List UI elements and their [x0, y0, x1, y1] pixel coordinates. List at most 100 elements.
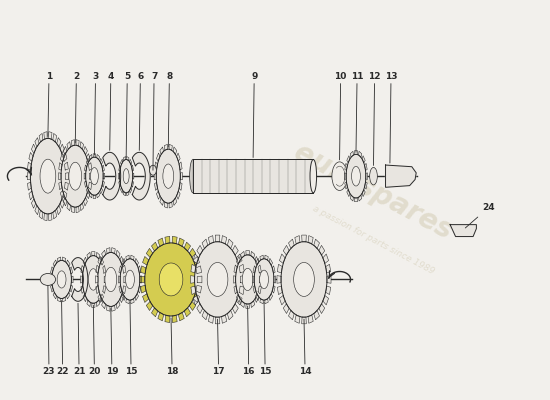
- Text: 15: 15: [259, 302, 271, 376]
- Polygon shape: [131, 259, 132, 262]
- Text: 3: 3: [92, 72, 98, 155]
- Polygon shape: [53, 134, 57, 142]
- Polygon shape: [70, 270, 71, 274]
- Polygon shape: [269, 294, 273, 300]
- Polygon shape: [136, 263, 137, 267]
- Polygon shape: [101, 260, 102, 265]
- Polygon shape: [353, 155, 354, 158]
- Polygon shape: [154, 172, 156, 180]
- Polygon shape: [67, 142, 70, 149]
- Polygon shape: [227, 239, 233, 248]
- Polygon shape: [107, 305, 110, 311]
- Ellipse shape: [163, 164, 174, 188]
- Polygon shape: [172, 315, 177, 322]
- Polygon shape: [164, 144, 168, 150]
- Polygon shape: [94, 256, 96, 258]
- Polygon shape: [128, 259, 129, 262]
- Polygon shape: [177, 191, 180, 199]
- Polygon shape: [97, 154, 100, 160]
- Polygon shape: [72, 140, 75, 146]
- Polygon shape: [124, 160, 125, 163]
- Polygon shape: [289, 310, 294, 320]
- Polygon shape: [85, 154, 86, 159]
- Polygon shape: [232, 245, 238, 255]
- Polygon shape: [82, 149, 84, 154]
- Text: 23: 23: [43, 286, 55, 376]
- Polygon shape: [34, 149, 36, 155]
- Polygon shape: [347, 156, 350, 163]
- Polygon shape: [171, 150, 172, 153]
- Polygon shape: [180, 172, 183, 180]
- Polygon shape: [65, 151, 67, 156]
- Polygon shape: [70, 146, 72, 150]
- Ellipse shape: [98, 252, 124, 306]
- Polygon shape: [260, 299, 263, 304]
- Polygon shape: [129, 159, 132, 165]
- Polygon shape: [191, 286, 196, 294]
- Polygon shape: [253, 286, 256, 293]
- Polygon shape: [351, 156, 353, 159]
- Polygon shape: [101, 164, 102, 169]
- Polygon shape: [80, 142, 84, 149]
- Polygon shape: [156, 153, 160, 161]
- Polygon shape: [193, 294, 200, 302]
- Polygon shape: [36, 146, 37, 151]
- Polygon shape: [250, 255, 252, 259]
- Polygon shape: [122, 264, 123, 269]
- Polygon shape: [175, 154, 177, 159]
- Polygon shape: [100, 294, 103, 302]
- Polygon shape: [120, 159, 123, 165]
- Polygon shape: [326, 286, 331, 294]
- Polygon shape: [246, 251, 250, 255]
- Polygon shape: [104, 254, 106, 258]
- Polygon shape: [207, 244, 210, 248]
- Polygon shape: [120, 256, 124, 264]
- Polygon shape: [131, 299, 134, 304]
- Polygon shape: [100, 161, 101, 165]
- Polygon shape: [359, 156, 361, 159]
- Polygon shape: [93, 154, 96, 157]
- Polygon shape: [323, 296, 328, 305]
- Polygon shape: [326, 264, 331, 273]
- Polygon shape: [200, 252, 202, 258]
- Text: 21: 21: [73, 303, 85, 376]
- Polygon shape: [120, 294, 124, 302]
- Polygon shape: [89, 182, 92, 190]
- Polygon shape: [53, 292, 57, 299]
- Polygon shape: [184, 308, 191, 317]
- Polygon shape: [258, 286, 261, 294]
- Polygon shape: [80, 203, 84, 211]
- Polygon shape: [222, 242, 226, 246]
- Polygon shape: [166, 243, 169, 246]
- Polygon shape: [258, 265, 261, 273]
- Ellipse shape: [260, 270, 268, 289]
- Polygon shape: [67, 292, 70, 299]
- Polygon shape: [31, 162, 32, 169]
- Polygon shape: [350, 151, 354, 157]
- Text: 13: 13: [385, 72, 397, 163]
- Polygon shape: [101, 262, 102, 267]
- Polygon shape: [86, 260, 87, 265]
- Polygon shape: [202, 239, 208, 248]
- Polygon shape: [58, 146, 60, 151]
- Polygon shape: [35, 138, 39, 147]
- Polygon shape: [87, 160, 89, 167]
- Polygon shape: [169, 149, 171, 152]
- Polygon shape: [256, 294, 259, 300]
- Polygon shape: [236, 294, 240, 302]
- Polygon shape: [129, 259, 131, 261]
- Polygon shape: [110, 252, 112, 255]
- Polygon shape: [279, 296, 285, 305]
- Polygon shape: [231, 249, 233, 254]
- Text: 2: 2: [73, 72, 80, 143]
- Text: 18: 18: [166, 318, 178, 376]
- Text: 20: 20: [88, 305, 101, 376]
- Polygon shape: [100, 257, 103, 265]
- Polygon shape: [95, 157, 96, 160]
- Polygon shape: [90, 256, 91, 260]
- Polygon shape: [63, 152, 67, 161]
- Polygon shape: [359, 151, 362, 157]
- Ellipse shape: [82, 256, 104, 303]
- Polygon shape: [354, 154, 355, 157]
- Polygon shape: [319, 304, 324, 314]
